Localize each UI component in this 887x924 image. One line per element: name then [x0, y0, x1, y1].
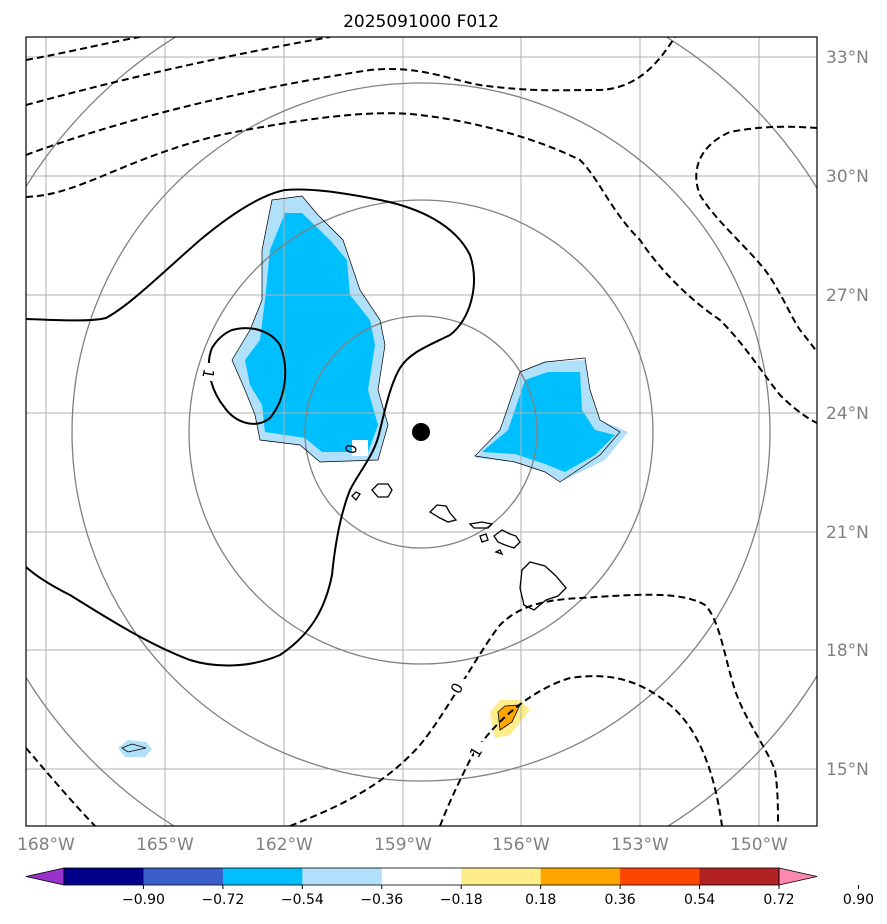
shading-outline-south	[497, 704, 521, 731]
shading-blue-west	[245, 213, 378, 452]
shading-outline-west	[231, 195, 389, 463]
shading-orange-south	[498, 705, 520, 730]
lat-label-27: 27°N	[826, 286, 869, 306]
coastlines	[351, 483, 567, 611]
colorbar-segment	[143, 868, 224, 885]
colorbar-frame	[63, 867, 780, 886]
lon-label-159: 159°W	[374, 835, 432, 855]
dashed-contours	[26, 37, 817, 826]
colorbar-tick-label: −0.54	[281, 892, 324, 908]
lat-label-15: 15°N	[826, 760, 869, 780]
island-molokai	[468, 521, 494, 529]
shading-outline-east	[474, 357, 621, 483]
colorbar-segment	[381, 868, 462, 885]
lat-label-33: 33°N	[826, 48, 869, 68]
latitude-labels: 33°N 30°N 27°N 24°N 21°N 18°N 15°N	[826, 48, 869, 780]
lat-label-18: 18°N	[826, 641, 869, 661]
shading-outline-sw	[121, 743, 147, 753]
dashed-contour-one	[439, 675, 723, 826]
map-frame	[25, 36, 818, 827]
map-title: 2025091000 F012	[343, 12, 499, 32]
colorbar-tick-label: −0.90	[122, 892, 165, 908]
lon-label-165: 165°W	[136, 835, 194, 855]
range-ring-3	[71, 82, 771, 782]
colorbar-tick-label: 0.18	[525, 892, 556, 908]
colorbar-tick-label: 0.54	[684, 892, 715, 908]
solid-contour-one	[207, 327, 287, 425]
range-rings	[26, 37, 817, 826]
colorbar-extend-low	[25, 867, 65, 886]
island-kahoolawe	[494, 549, 504, 556]
dashed-contour-4	[26, 112, 817, 424]
storm-center-marker	[412, 423, 430, 441]
dashed-contour-1	[26, 37, 141, 61]
dashed-contour-2	[26, 37, 331, 106]
colorbar: −0.90 −0.72 −0.54 −0.36 −0.18 0.18 0.36 0.54 0.7…	[25, 867, 874, 908]
colorbar-segment	[461, 868, 542, 885]
island-niihau	[351, 491, 361, 502]
island-lanai	[479, 533, 489, 543]
colorbar-tick-label: −0.18	[440, 892, 483, 908]
island-maui	[493, 529, 521, 549]
lon-label-162: 162°W	[255, 835, 313, 855]
lat-label-30: 30°N	[826, 167, 869, 187]
contour-label-1-west: 1	[198, 367, 217, 380]
shading-light-blue-sw	[118, 740, 152, 757]
colorbar-segment	[540, 868, 621, 885]
colorbar-segment	[620, 868, 701, 885]
island-hawaii	[519, 561, 567, 611]
colorbar-segment	[222, 868, 303, 885]
range-ring-1	[304, 315, 538, 549]
lon-label-168: 168°W	[17, 835, 75, 855]
colorbar-tick-label: 0.90	[843, 892, 874, 908]
range-ring-2	[188, 199, 654, 665]
colorbar-tick-label: 0.72	[763, 892, 794, 908]
colorbar-tick-label: −0.36	[360, 892, 403, 908]
longitude-labels: 168°W 165°W 162°W 159°W 156°W 153°W 150°…	[17, 835, 788, 855]
dashed-contour-zero	[26, 593, 779, 826]
island-kauai	[371, 483, 393, 498]
lat-label-24: 24°N	[826, 404, 869, 424]
solid-contours	[26, 188, 475, 667]
map-area: 0 1 0 1	[26, 37, 817, 826]
lon-label-150: 150°W	[730, 835, 788, 855]
lon-label-153: 153°W	[611, 835, 669, 855]
lon-label-156: 156°W	[492, 835, 550, 855]
colorbar-tick-label: 0.36	[605, 892, 636, 908]
colorbar-segment	[64, 868, 144, 885]
graticule	[26, 37, 817, 826]
colorbar-extend-high	[778, 867, 818, 886]
colorbar-segment	[699, 868, 780, 885]
dashed-contour-3	[26, 37, 676, 156]
colorbar-tick-label: −0.72	[201, 892, 244, 908]
island-oahu	[428, 504, 458, 523]
shading-blue-east	[482, 372, 615, 472]
solid-contour-zero	[26, 188, 475, 667]
dashed-contour-5	[695, 125, 817, 353]
lat-label-21: 21°N	[826, 523, 869, 543]
contour-label-0-north: 0	[341, 442, 361, 456]
colorbar-segment	[302, 868, 383, 885]
